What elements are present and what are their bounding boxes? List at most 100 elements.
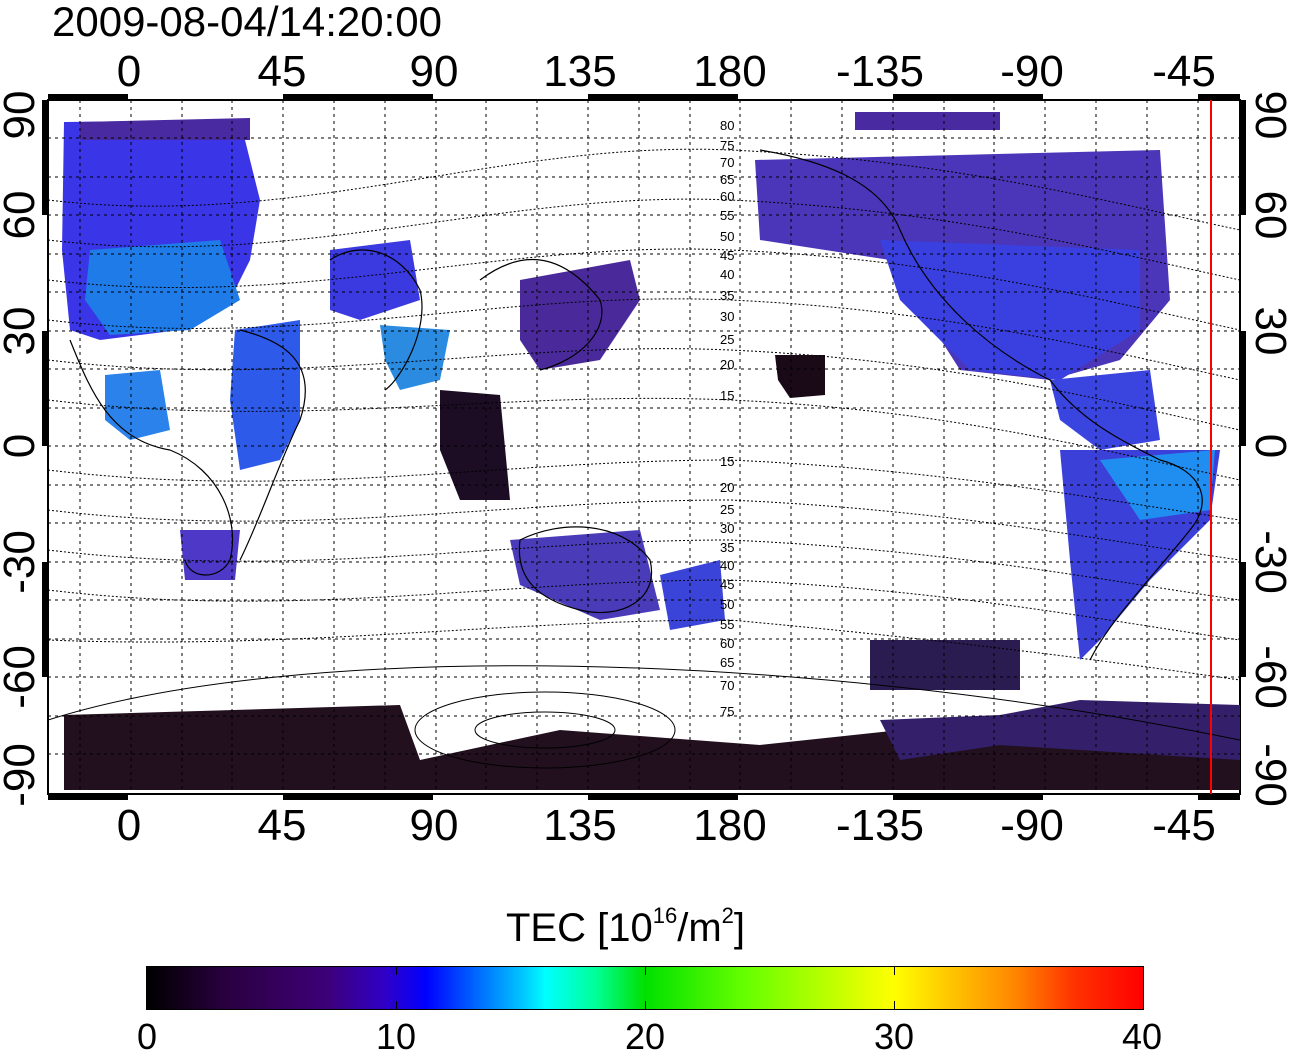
tec-region-central-america [1050,370,1160,450]
top-lon-label: 0 [117,47,141,96]
left-lat-label: 60 [0,191,44,240]
contour-label: 35 [720,540,734,555]
graticule [48,100,1240,794]
contour-label: 60 [720,189,734,204]
contour-label: 65 [720,655,734,670]
bottom-lon-label: -90 [1000,801,1064,850]
right-lat-label: 30 [1246,307,1292,356]
tec-region-africa-east [230,320,300,470]
contour-label: 55 [720,617,734,632]
contour-label: 35 [720,288,734,303]
top-lon-labels: 0 45 90 135 180 -135 -90 -45 [117,47,1216,96]
tec-region-china [520,260,640,370]
top-lon-label: 45 [258,47,307,96]
contour-label: 25 [720,332,734,347]
bottom-lon-labels: 0 45 90 135 180 -135 -90 -45 [117,801,1216,850]
magnetic-contours [48,148,1240,681]
contour-label: 75 [720,138,734,153]
tec-region-canada-top [855,112,1000,130]
tec-region-middle-east [330,240,420,320]
tec-region-north-asia [80,118,250,140]
contour-label: 55 [720,208,734,223]
left-lat-label: 0 [0,434,44,458]
contour-label: 45 [720,577,734,592]
left-lat-label: 90 [0,91,44,140]
top-lon-label: 180 [693,47,766,96]
colorbar-tick [894,1001,895,1009]
contour-label: 15 [720,388,734,403]
tec-region-africa-west [105,370,170,440]
bottom-lon-label: 90 [410,801,459,850]
tec-region-india [380,325,450,390]
colorbar-title-main: TEC [10 [506,906,653,950]
colorbar-tick-label: 10 [375,1016,417,1057]
frame-ticks [42,94,1246,800]
right-lat-label: -60 [1246,645,1292,709]
tec-region-usa [880,240,1140,380]
colorbar [146,966,1144,1010]
tec-region-indonesia [440,390,510,500]
colorbar-tick [894,967,895,975]
bottom-lon-label: 45 [258,801,307,850]
left-lat-labels: 90 60 30 0 -30 -60 -90 [0,91,44,807]
contour-label: 20 [720,480,734,495]
top-lon-label: -90 [1000,47,1064,96]
top-lon-label: 135 [543,47,616,96]
contour-label: 80 [720,118,734,133]
contour-label: 65 [720,172,734,187]
contour-label: 25 [720,502,734,517]
colorbar-tick [396,967,397,975]
colorbar-title: TEC [1016/m2] [506,902,746,951]
contour-labels-north: 80 75 70 65 60 55 50 45 40 35 30 25 20 1… [720,118,734,403]
colorbar-tick-label: 40 [1121,1016,1163,1057]
contour-label: 40 [720,558,734,573]
left-lat-label: -60 [0,645,44,709]
bottom-lon-label: 180 [693,801,766,850]
bottom-lon-label: -45 [1152,801,1216,850]
colorbar-title-end: ] [733,906,746,950]
tec-region-south-pacific-strip [870,640,1020,690]
tec-region-brazil-light [1100,450,1215,520]
colorbar-title-exponent2: 2 [721,902,734,928]
contour-label: 30 [720,309,734,324]
contour-label: 60 [720,636,734,651]
right-lat-label: 90 [1246,91,1292,140]
right-lat-label: -90 [1246,743,1292,807]
colorbar-title-exponent: 16 [652,902,678,928]
contour-labels-south: 15 20 25 30 35 40 45 50 55 60 65 70 75 [720,454,734,719]
top-lon-label: -45 [1152,47,1216,96]
left-lat-label: 30 [0,307,44,356]
colorbar-title-unit: /m [677,906,722,950]
tec-region-nz [660,560,725,630]
contour-label: 15 [720,454,734,469]
coastlines [69,149,1203,661]
colorbar-tick-label: 20 [624,1016,666,1057]
contour-label: 75 [720,704,734,719]
top-lon-label: 90 [410,47,459,96]
right-lat-label: 0 [1246,434,1292,458]
left-lat-label: -30 [0,530,44,594]
right-lat-label: -30 [1246,530,1292,594]
bottom-lon-label: 0 [117,801,141,850]
right-lat-labels: 90 60 30 0 -30 -60 -90 [1246,91,1292,807]
colorbar-tick-label: 30 [873,1016,915,1057]
contour-label: 70 [720,678,734,693]
bottom-lon-label: 135 [543,801,616,850]
pole-contours [48,665,1240,769]
colorbar-tick-label: 0 [136,1016,158,1057]
tec-region-australia [510,530,660,620]
left-lat-label: -90 [0,743,44,807]
tec-region-europe-light [85,240,240,335]
right-lat-label: 60 [1246,191,1292,240]
tec-map: 0 45 90 135 180 -135 -90 -45 0 45 90 135… [0,47,1292,850]
colorbar-tick [645,967,646,975]
bottom-lon-label: -135 [836,801,924,850]
colorbar-tick [396,1001,397,1009]
contour-label: 30 [720,521,734,536]
contour-label: 70 [720,155,734,170]
top-lon-label: -135 [836,47,924,96]
tec-data-layer [62,112,1240,790]
tec-region-antarctica-blue [880,700,1240,760]
contour-label: 45 [720,248,734,263]
contour-label: 50 [720,597,734,612]
